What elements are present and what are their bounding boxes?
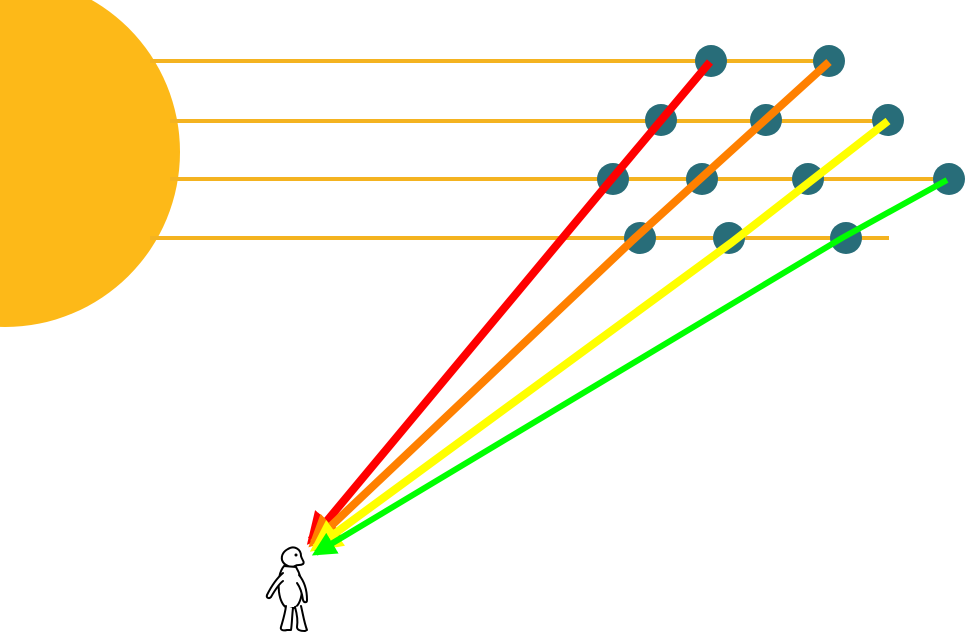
observer-arm-left <box>265 572 284 600</box>
ray-yellow <box>309 117 891 552</box>
ray-orange <box>308 59 832 548</box>
droplet <box>933 163 965 195</box>
observer-leg-right <box>294 605 308 632</box>
ray-red <box>306 59 714 545</box>
observer-leg-left <box>279 605 294 632</box>
sun <box>0 0 180 327</box>
observer-head <box>280 546 305 568</box>
observer-arm-right <box>296 574 308 604</box>
colored-rays <box>306 59 949 556</box>
observer-eye <box>294 553 298 557</box>
ray-green <box>311 177 949 556</box>
observer-figure <box>265 546 308 632</box>
sunlight-rays <box>150 59 948 240</box>
